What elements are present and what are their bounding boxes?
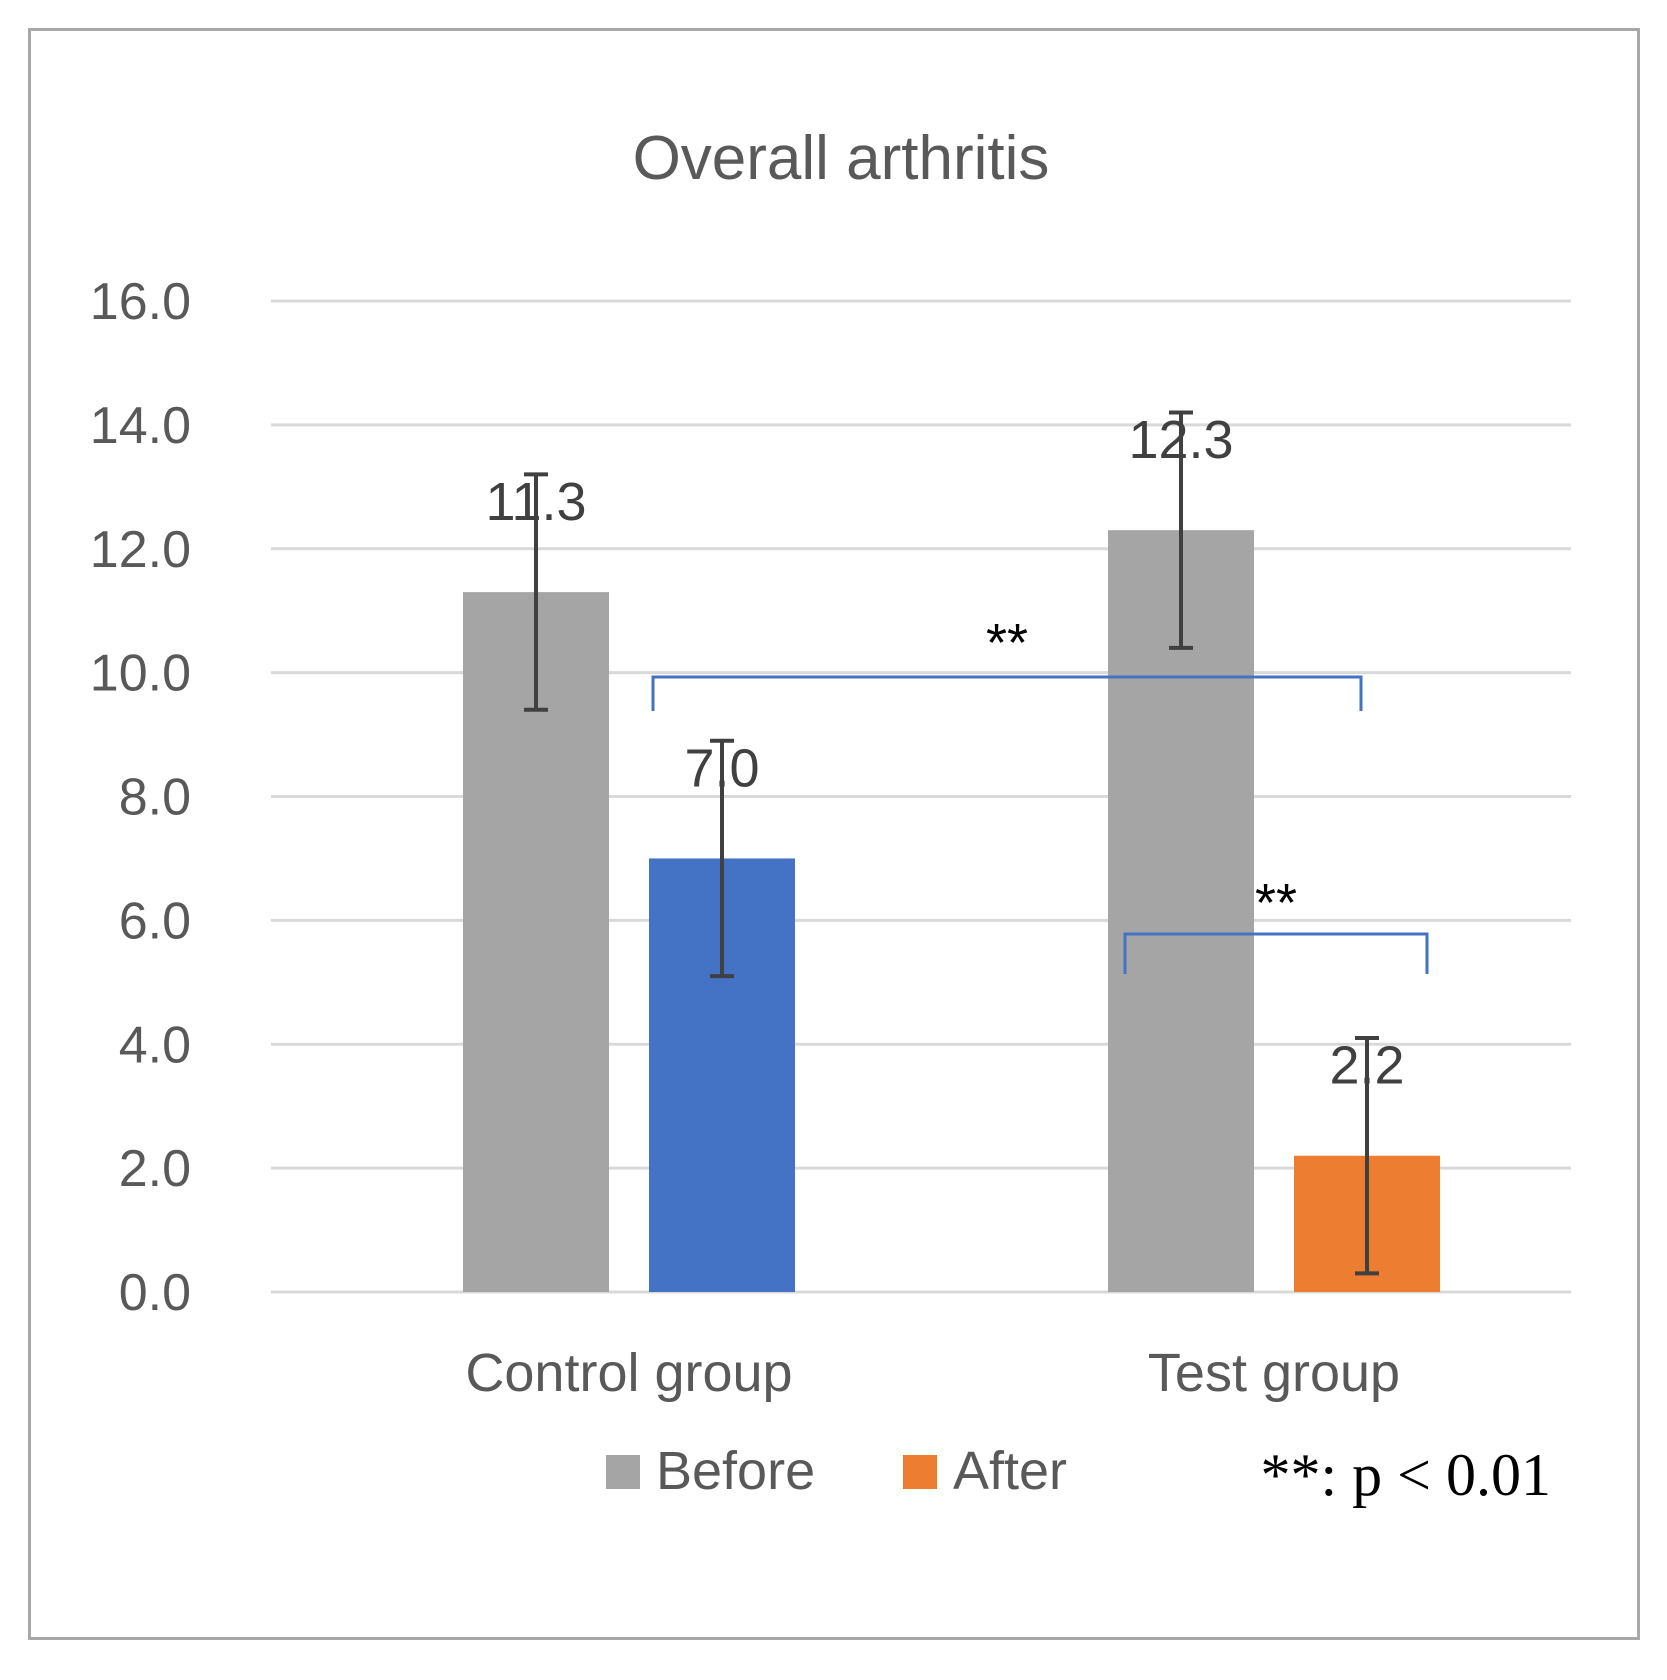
y-tick-label: 16.0 <box>90 273 191 331</box>
data-label: 12.3 <box>1128 410 1233 470</box>
significance-footnote: **: p < 0.01 <box>1260 1442 1551 1508</box>
significance-label: ** <box>986 613 1028 673</box>
legend-swatch <box>606 1455 640 1489</box>
legend-label: Before <box>656 1441 815 1501</box>
legend: Before After <box>606 1441 1067 1501</box>
legend-swatch <box>903 1455 937 1489</box>
y-tick-label: 2.0 <box>119 1140 191 1198</box>
significance-bracket <box>651 675 1363 711</box>
chart-title: Overall arthritis <box>633 124 1050 193</box>
y-tick-label: 10.0 <box>90 645 191 703</box>
significance-layer <box>651 675 1429 974</box>
y-tick-label: 4.0 <box>119 1016 191 1074</box>
significance-bracket <box>1123 932 1429 974</box>
legend-label: After <box>953 1441 1067 1501</box>
x-category-label: Control group <box>465 1343 792 1403</box>
x-category-label: Test group <box>1148 1343 1400 1403</box>
bar <box>1108 530 1254 1292</box>
y-tick-label: 14.0 <box>90 397 191 455</box>
data-label: 7.0 <box>684 738 759 798</box>
text-layer: 0.0 2.0 4.0 6.0 8.0 10.0 12.0 14.0 16.0 11.3 7.0 Co… <box>90 273 1405 1403</box>
significance-label: ** <box>1255 873 1297 933</box>
y-tick-label: 0.0 <box>119 1264 191 1322</box>
chart-svg: 0.0 2.0 4.0 6.0 8.0 10.0 12.0 14.0 16.0 11.3 7.0 Co… <box>90 124 1571 1508</box>
data-label: 11.3 <box>485 472 586 532</box>
y-tick-label: 12.0 <box>90 521 191 579</box>
data-label: 2.2 <box>1329 1036 1404 1096</box>
chart-frame: 0.0 2.0 4.0 6.0 8.0 10.0 12.0 14.0 16.0 11.3 7.0 Co… <box>28 28 1640 1640</box>
y-tick-label: 8.0 <box>119 769 191 827</box>
error-bar-layer <box>524 410 1379 1276</box>
y-tick-label: 6.0 <box>119 892 191 950</box>
